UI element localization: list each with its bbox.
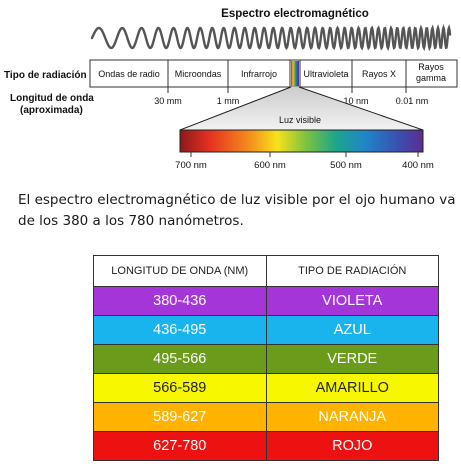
table-row: 566-589 AMARILLO bbox=[93, 373, 439, 403]
sine-wave-icon bbox=[90, 23, 452, 52]
band-infrared: Infrarrojo bbox=[241, 69, 277, 79]
band-radio: Ondas de radio bbox=[98, 69, 160, 79]
wavelength-tick: 10 nm bbox=[343, 96, 368, 106]
visible-light-label: Luz visible bbox=[279, 115, 321, 125]
table-row: 627-780 ROJO bbox=[93, 431, 439, 461]
table-header-radiation-type: TIPO DE RADIACIÓN bbox=[265, 255, 439, 287]
visible-spectrum-caption: El espectro electromagnético de luz visi… bbox=[18, 192, 456, 229]
band-ultraviolet: Ultravioleta bbox=[303, 69, 348, 79]
wavelength-range-cell: 566-589 bbox=[93, 373, 267, 403]
visible-tick: 600 nm bbox=[254, 160, 286, 171]
table-row: 495-566 VERDE bbox=[93, 344, 439, 374]
visible-tick: 400 nm bbox=[402, 160, 434, 171]
visible-tick: 500 nm bbox=[330, 160, 362, 171]
wavelength-label-approx: (aproximada) bbox=[20, 105, 83, 116]
table-header-row: LONGITUD DE ONDA (NM) TIPO DE RADIACIÓN bbox=[93, 255, 439, 287]
table-row: 436-495 AZUL bbox=[93, 315, 439, 345]
visible-light-strip bbox=[291, 61, 299, 86]
radiation-type-label: Tipo de radiación bbox=[4, 70, 87, 81]
radiation-type-cell: VERDE bbox=[265, 344, 439, 374]
wavelength-range-cell: 380-436 bbox=[93, 286, 267, 316]
band-gamma: Rayos gamma bbox=[416, 62, 446, 83]
wavelength-range-cell: 436-495 bbox=[93, 315, 267, 345]
table-row: 589-627 NARANJA bbox=[93, 402, 439, 432]
wavelength-range-cell: 589-627 bbox=[93, 402, 267, 432]
radiation-type-cell: NARANJA bbox=[265, 402, 439, 432]
band-xray: Rayos X bbox=[362, 69, 396, 79]
radiation-type-cell: AZUL bbox=[265, 315, 439, 345]
band-microwave: Microondas bbox=[175, 69, 222, 79]
wavelength-tick: 30 mm bbox=[154, 96, 182, 106]
electromagnetic-spectrum-diagram: Espectro electromagnético Tipo de radiac… bbox=[4, 8, 458, 171]
visible-tick: 700 nm bbox=[175, 160, 207, 171]
zoom-cone bbox=[180, 87, 423, 130]
wavelength-range-cell: 495-566 bbox=[93, 344, 267, 374]
wavelength-label: Longitud de onda bbox=[10, 93, 94, 104]
radiation-type-cell: AMARILLO bbox=[265, 373, 439, 403]
table-header-wavelength: LONGITUD DE ONDA (NM) bbox=[93, 255, 267, 287]
wavelength-range-cell: 627-780 bbox=[93, 431, 267, 461]
diagram-title: Espectro electromagnético bbox=[221, 8, 369, 20]
wavelength-tick: 1 mm bbox=[217, 96, 240, 106]
visible-spectrum-bar bbox=[179, 129, 424, 153]
wavelength-table: LONGITUD DE ONDA (NM) TIPO DE RADIACIÓN … bbox=[93, 255, 439, 461]
wavelength-tick: 0.01 nm bbox=[396, 96, 429, 106]
radiation-type-cell: VIOLETA bbox=[265, 286, 439, 316]
table-row: 380-436 VIOLETA bbox=[93, 286, 439, 316]
radiation-type-cell: ROJO bbox=[265, 431, 439, 461]
